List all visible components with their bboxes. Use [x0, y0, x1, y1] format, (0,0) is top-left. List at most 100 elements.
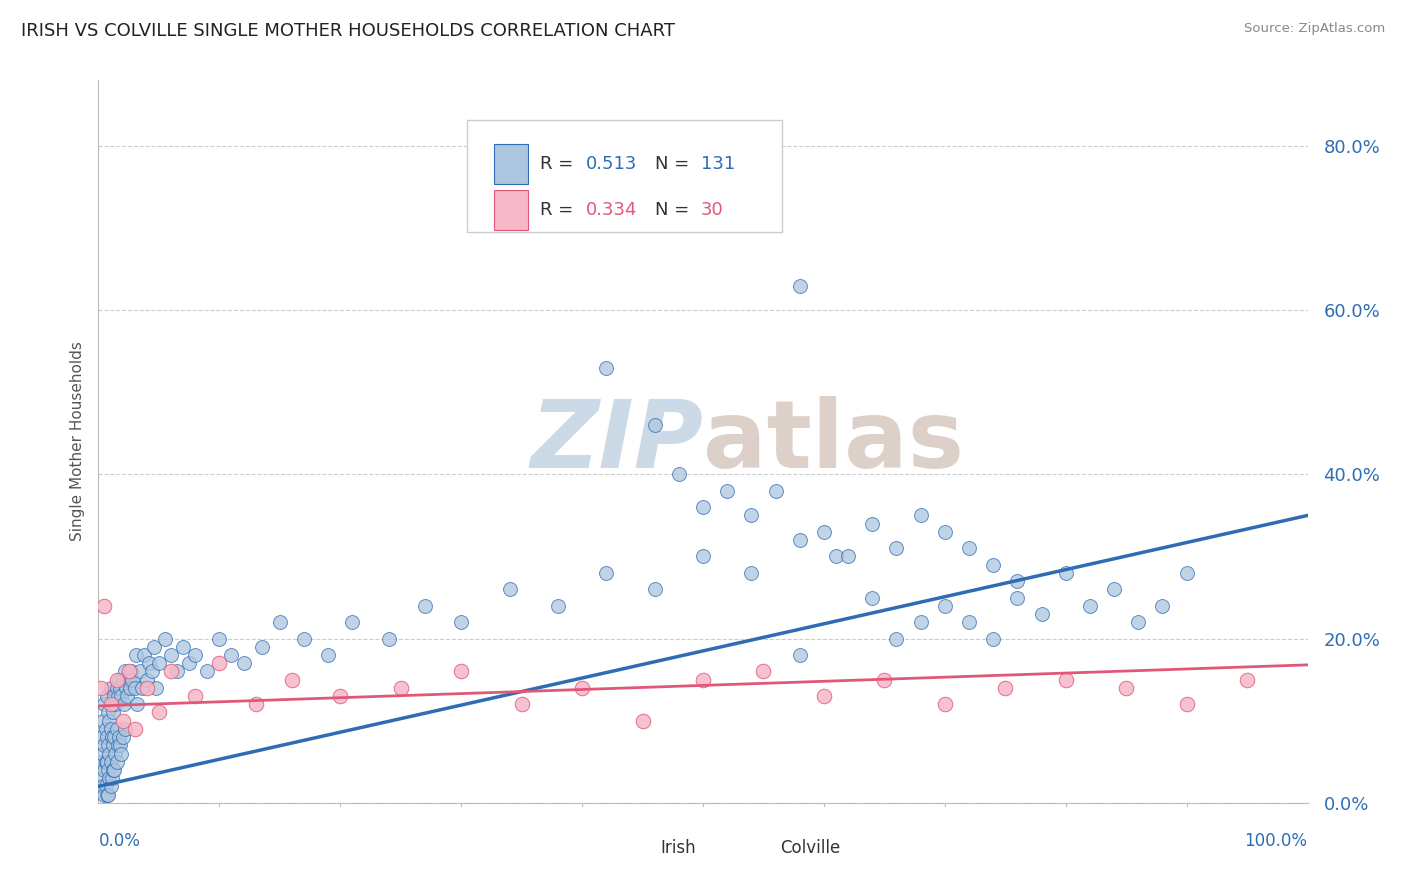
Point: [595, 360, 617, 375]
Point: [1054, 673, 1077, 687]
Point: [232, 657, 254, 671]
Point: [91, 780, 114, 794]
Point: [1115, 681, 1137, 695]
Point: [96, 755, 118, 769]
Point: [118, 673, 141, 687]
Point: [510, 698, 533, 712]
Point: [789, 278, 811, 293]
Point: [1102, 582, 1125, 597]
Point: [668, 467, 690, 482]
Text: R =: R =: [540, 155, 579, 173]
Point: [93, 599, 115, 613]
Point: [547, 599, 569, 613]
Point: [1152, 599, 1174, 613]
Point: [195, 665, 218, 679]
Point: [716, 483, 738, 498]
Point: [208, 632, 231, 646]
Point: [104, 747, 127, 761]
Point: [128, 665, 150, 679]
Point: [166, 665, 188, 679]
Point: [111, 714, 134, 728]
Point: [994, 681, 1017, 695]
Point: [94, 780, 117, 794]
Point: [1175, 566, 1198, 580]
Point: [813, 689, 835, 703]
Text: IRISH VS COLVILLE SINGLE MOTHER HOUSEHOLDS CORRELATION CHART: IRISH VS COLVILLE SINGLE MOTHER HOUSEHOL…: [21, 22, 675, 40]
Point: [103, 730, 125, 744]
Point: [837, 549, 859, 564]
Text: Source: ZipAtlas.com: Source: ZipAtlas.com: [1244, 22, 1385, 36]
Point: [1236, 673, 1258, 687]
Point: [93, 788, 115, 802]
Point: [118, 681, 141, 695]
Point: [125, 648, 148, 662]
Point: [103, 763, 125, 777]
Point: [105, 673, 128, 687]
Point: [100, 698, 122, 712]
Point: [93, 763, 115, 777]
Point: [281, 673, 304, 687]
Point: [127, 698, 149, 712]
Point: [105, 681, 128, 695]
Point: [450, 665, 472, 679]
Point: [124, 681, 146, 695]
Text: Irish: Irish: [661, 839, 696, 857]
Point: [153, 632, 176, 646]
Point: [886, 632, 908, 646]
Text: N =: N =: [655, 202, 695, 219]
Point: [93, 698, 115, 712]
Point: [108, 673, 131, 687]
Point: [100, 698, 122, 712]
Point: [143, 640, 166, 654]
Point: [172, 640, 194, 654]
Point: [100, 771, 122, 785]
FancyBboxPatch shape: [494, 190, 527, 230]
Point: [825, 549, 848, 564]
Point: [1175, 698, 1198, 712]
Point: [498, 582, 520, 597]
Point: [100, 780, 122, 794]
Point: [692, 549, 714, 564]
Point: [692, 673, 714, 687]
Point: [90, 755, 112, 769]
Point: [91, 747, 114, 761]
Point: [342, 615, 364, 630]
Point: [860, 516, 883, 531]
Point: [100, 681, 122, 695]
Point: [124, 722, 146, 736]
Point: [269, 615, 291, 630]
Point: [135, 673, 157, 687]
Point: [179, 657, 201, 671]
Point: [692, 500, 714, 515]
FancyBboxPatch shape: [619, 837, 652, 863]
Point: [1128, 615, 1150, 630]
Point: [1007, 591, 1029, 605]
Point: [740, 508, 762, 523]
Point: [121, 673, 143, 687]
Point: [107, 739, 129, 753]
Point: [934, 599, 956, 613]
Point: [873, 673, 896, 687]
Point: [101, 706, 124, 720]
Point: [934, 524, 956, 539]
Point: [96, 730, 118, 744]
Point: [114, 665, 136, 679]
Point: [789, 533, 811, 547]
Point: [117, 689, 139, 703]
Point: [118, 665, 141, 679]
Point: [120, 665, 142, 679]
Point: [644, 582, 666, 597]
Point: [96, 689, 118, 703]
Point: [110, 747, 132, 761]
Point: [1031, 607, 1053, 621]
Point: [134, 648, 156, 662]
Point: [112, 698, 135, 712]
FancyBboxPatch shape: [740, 837, 773, 863]
Point: [1007, 574, 1029, 588]
Point: [131, 681, 153, 695]
Point: [184, 689, 207, 703]
Point: [94, 755, 117, 769]
Point: [135, 681, 157, 695]
Text: ZIP: ZIP: [530, 395, 703, 488]
Point: [93, 739, 115, 753]
